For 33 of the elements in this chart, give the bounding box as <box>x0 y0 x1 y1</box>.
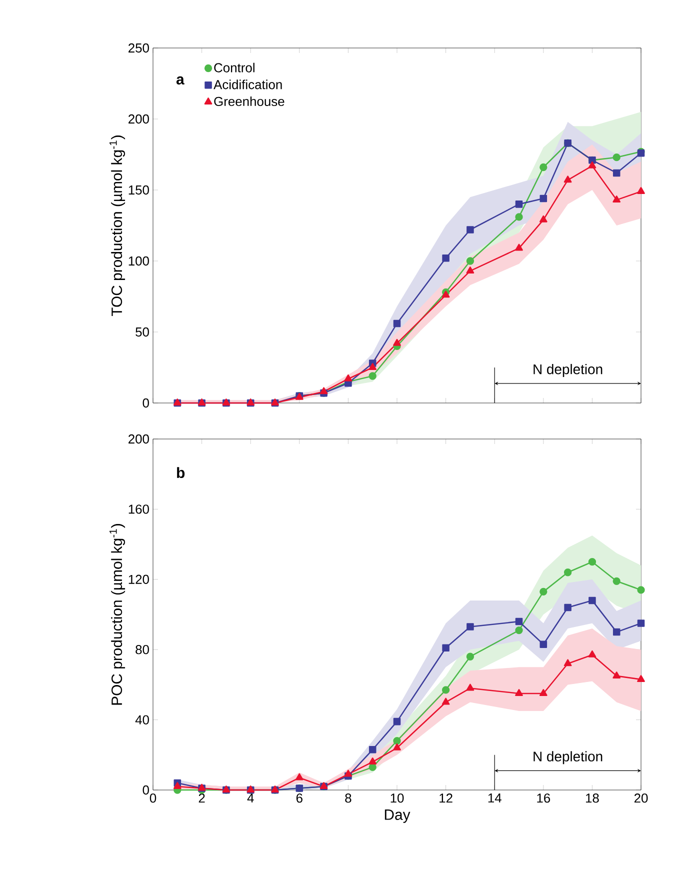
x-tick-label: 0 <box>150 794 156 803</box>
ref-line-label: N depletion <box>534 751 602 764</box>
x-tick-label: 4 <box>247 794 254 802</box>
x-tick-label: 14 <box>488 794 502 802</box>
legend-label: Greenhouse <box>214 96 284 106</box>
y-tick-label: 50 <box>136 327 149 337</box>
x-tick-label: 6 <box>296 794 302 803</box>
x-tick-label: 10 <box>390 794 404 803</box>
y-tick-label: 150 <box>128 185 149 195</box>
y-tick-label: 0 <box>142 398 149 408</box>
x-tick-label: 2 <box>198 794 205 803</box>
x-tick-label: 8 <box>345 794 352 803</box>
legend-label: Control <box>214 62 254 72</box>
y-tick-label: 160 <box>128 504 149 514</box>
ref-line-label: N depletion <box>534 364 602 377</box>
y-tick-label: 40 <box>135 715 149 724</box>
y-tick-label: 200 <box>128 114 149 124</box>
x-tick-label: 16 <box>537 794 550 803</box>
y-axis-title: TOC production (µmol kg$^{-1}$) <box>110 136 126 316</box>
y-tick-label: 200 <box>128 434 149 444</box>
legend-label: Acidification <box>214 80 282 90</box>
y-tick-label: 250 <box>128 43 149 53</box>
x-tick-label: 20 <box>634 794 648 803</box>
x-tick-label: 12 <box>440 794 452 803</box>
x-tick-label: 18 <box>586 794 599 803</box>
y-tick-label: 120 <box>128 574 149 584</box>
y-axis-title: POC production (µmol kg$^{-1}$) <box>110 524 126 705</box>
annotation: b <box>177 467 185 478</box>
y-tick-label: 80 <box>136 645 149 654</box>
y-tick-label: 100 <box>128 256 149 266</box>
y-tick-label: 0 <box>142 785 149 795</box>
annotation: a <box>176 76 184 85</box>
x-axis-title: Day <box>384 810 410 823</box>
